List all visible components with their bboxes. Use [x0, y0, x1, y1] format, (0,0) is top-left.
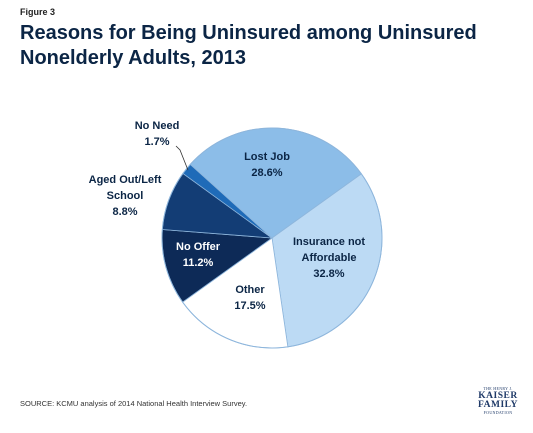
leader-line-no-need — [175, 145, 189, 171]
figure-label: Figure 3 — [20, 7, 56, 17]
slice-label-no-offer: No Offer 11.2% — [176, 241, 221, 269]
slice-label-no-need: No Need 1.7% — [135, 120, 180, 148]
source-note: SOURCE: KCMU analysis of 2014 National H… — [20, 399, 248, 408]
slice-label-insurance-not-affordable: Insurance not Affordable 32.8% — [293, 236, 365, 280]
logo-top-text: THE HENRY J. — [483, 386, 513, 391]
kff-logo: THE HENRY J. KAISER FAMILY FOUNDATION — [476, 386, 520, 416]
chart-title: Reasons for Being Uninsured among Uninsu… — [20, 22, 477, 69]
slice-label-aged-out-left-school: Aged Out/Left School 8.8% — [89, 174, 162, 218]
slice-label-other: Other 17.5% — [234, 284, 265, 312]
slice-label-lost-job: Lost Job 28.6% — [244, 151, 290, 179]
pie-outline — [161, 127, 383, 349]
logo-bottom-text: FOUNDATION — [483, 410, 513, 415]
logo-line-2: FAMILY — [478, 400, 518, 410]
logo-line-1: KAISER — [478, 391, 518, 401]
